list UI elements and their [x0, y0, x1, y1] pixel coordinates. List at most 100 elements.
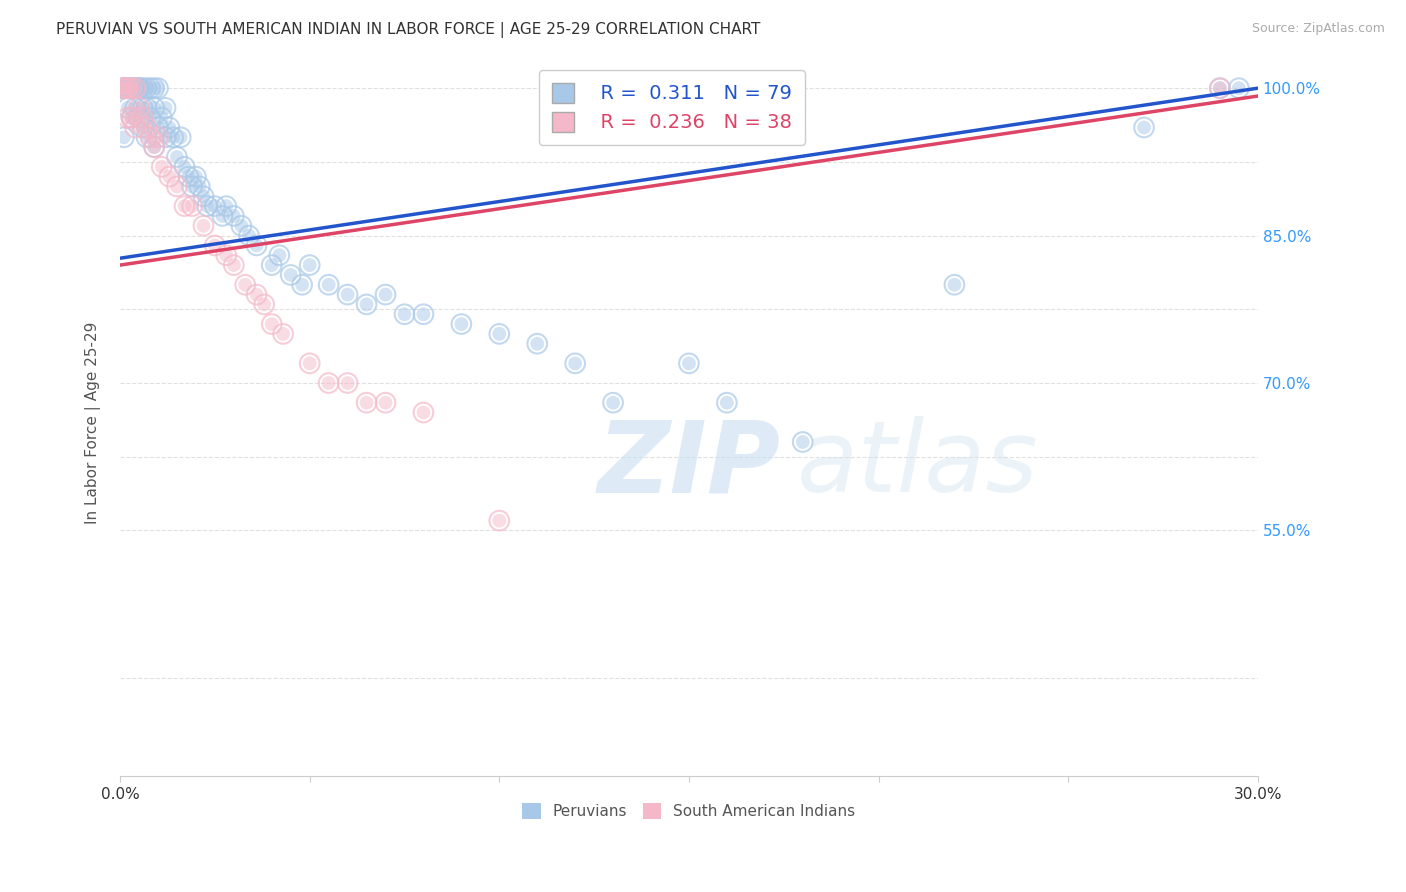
Point: [112, 130, 135, 145]
Point: [564, 356, 586, 370]
Point: [412, 405, 434, 419]
Point: [374, 287, 396, 301]
Point: [117, 81, 139, 95]
Point: [128, 101, 150, 115]
Point: [336, 376, 359, 390]
Point: [374, 395, 396, 409]
Point: [222, 258, 245, 272]
Point: [117, 81, 139, 95]
Point: [298, 258, 321, 272]
Point: [120, 81, 142, 95]
Point: [564, 356, 586, 370]
Point: [215, 248, 238, 262]
Point: [162, 130, 184, 145]
Point: [318, 277, 340, 292]
Point: [188, 179, 211, 194]
Point: [128, 81, 150, 95]
Point: [155, 130, 177, 145]
Point: [211, 209, 233, 223]
Point: [120, 81, 142, 95]
Point: [245, 238, 267, 252]
Point: [117, 81, 139, 95]
Point: [132, 111, 155, 125]
Point: [166, 179, 188, 194]
Point: [204, 238, 226, 252]
Point: [150, 111, 173, 125]
Point: [260, 317, 283, 331]
Point: [222, 258, 245, 272]
Point: [132, 101, 155, 115]
Point: [143, 140, 166, 154]
Point: [135, 130, 157, 145]
Point: [112, 81, 135, 95]
Point: [128, 81, 150, 95]
Point: [173, 160, 195, 174]
Point: [117, 81, 139, 95]
Point: [124, 120, 146, 135]
Point: [193, 189, 215, 203]
Text: atlas: atlas: [797, 417, 1039, 513]
Point: [298, 356, 321, 370]
Point: [157, 169, 180, 184]
Point: [124, 81, 146, 95]
Point: [215, 199, 238, 213]
Point: [526, 336, 548, 351]
Point: [488, 514, 510, 528]
Point: [135, 120, 157, 135]
Point: [204, 199, 226, 213]
Y-axis label: In Labor Force | Age 25-29: In Labor Force | Age 25-29: [86, 321, 101, 524]
Point: [150, 160, 173, 174]
Point: [318, 376, 340, 390]
Point: [222, 209, 245, 223]
Point: [356, 297, 378, 311]
Point: [139, 81, 162, 95]
Point: [117, 81, 139, 95]
Point: [181, 199, 204, 213]
Point: [602, 395, 624, 409]
Point: [112, 130, 135, 145]
Point: [143, 101, 166, 115]
Point: [450, 317, 472, 331]
Point: [117, 81, 139, 95]
Point: [135, 101, 157, 115]
Point: [238, 228, 260, 243]
Point: [146, 81, 169, 95]
Point: [1209, 81, 1232, 95]
Point: [124, 101, 146, 115]
Point: [120, 111, 142, 125]
Point: [716, 395, 738, 409]
Point: [146, 130, 169, 145]
Point: [157, 120, 180, 135]
Point: [526, 336, 548, 351]
Point: [412, 307, 434, 321]
Point: [184, 169, 207, 184]
Point: [120, 111, 142, 125]
Point: [146, 81, 169, 95]
Point: [120, 81, 142, 95]
Point: [124, 120, 146, 135]
Point: [112, 81, 135, 95]
Point: [117, 81, 139, 95]
Point: [162, 130, 184, 145]
Point: [271, 326, 294, 341]
Point: [678, 356, 700, 370]
Point: [112, 81, 135, 95]
Point: [204, 238, 226, 252]
Point: [177, 169, 200, 184]
Point: [124, 81, 146, 95]
Text: ZIP: ZIP: [598, 417, 780, 513]
Point: [132, 111, 155, 125]
Point: [128, 81, 150, 95]
Text: PERUVIAN VS SOUTH AMERICAN INDIAN IN LABOR FORCE | AGE 25-29 CORRELATION CHART: PERUVIAN VS SOUTH AMERICAN INDIAN IN LAB…: [56, 22, 761, 38]
Point: [233, 277, 256, 292]
Point: [117, 81, 139, 95]
Point: [1209, 81, 1232, 95]
Point: [132, 81, 155, 95]
Point: [117, 81, 139, 95]
Point: [173, 199, 195, 213]
Point: [146, 120, 169, 135]
Point: [117, 101, 139, 115]
Point: [155, 130, 177, 145]
Point: [488, 326, 510, 341]
Point: [245, 238, 267, 252]
